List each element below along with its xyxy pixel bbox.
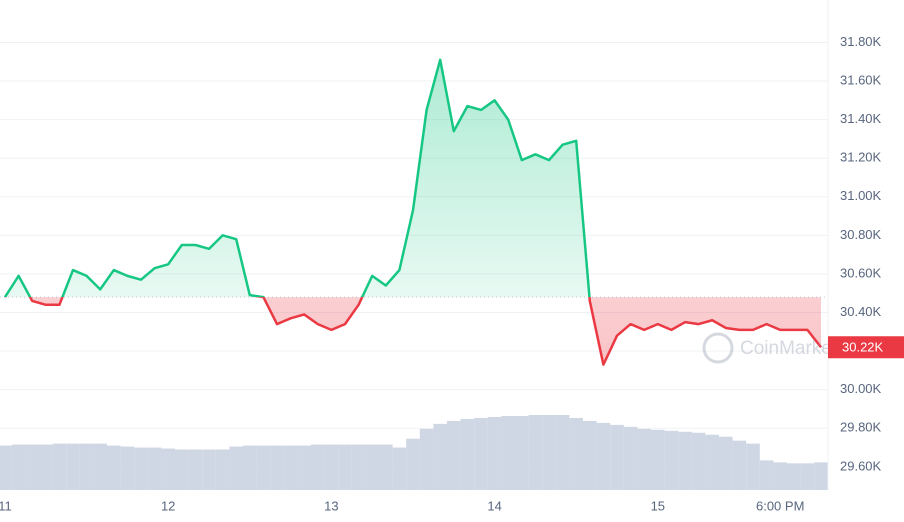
volume-bar [243,445,257,490]
volume-bar [542,415,556,490]
volume-bar [759,460,774,490]
volume-bar [651,429,665,490]
volume-bar [79,443,94,490]
y-tick-label: 30.40K [840,304,882,319]
volume-bar [515,415,529,490]
y-tick-label: 30.60K [840,265,882,280]
volume-bar [623,426,638,490]
volume-bar [406,438,420,490]
volume-bar [447,420,461,490]
y-tick-label: 31.60K [840,72,882,87]
y-tick-label: 31.80K [840,34,882,49]
volume-bar [202,449,216,490]
volume-bar [719,436,733,490]
volume-bar [93,443,107,490]
volume-bar [379,444,393,490]
volume-bar [419,428,434,490]
volume-bar [732,440,747,490]
volume-bar [487,416,502,490]
volume-bar [39,444,53,490]
volume-bar [501,415,515,490]
area-above [5,59,590,298]
area-below [5,297,821,365]
volume-bar [25,444,39,490]
volume-bar [134,447,148,490]
volume-bar [787,463,801,490]
volume-bar [705,434,719,490]
volume-bar [528,415,543,490]
volume-bar [351,444,366,490]
volume-bar [433,423,447,490]
y-tick-label: 30.00K [840,381,882,396]
volume-bar [161,448,175,490]
y-tick-label: 30.80K [840,227,882,242]
volume-bar [147,447,162,490]
volume-bar [800,463,815,490]
volume-bar [270,445,284,490]
x-tick-label: 15 [651,498,665,513]
volume-bar [583,420,597,490]
volume-bar [256,445,271,490]
y-tick-label: 31.00K [840,188,882,203]
line-below [4,297,822,366]
volume-bar [120,446,135,490]
volume-bar [107,445,121,490]
price-tag-label: 30.22K [842,340,884,355]
volume-bar [338,444,352,490]
x-tick-label: 12 [161,498,175,513]
volume-bar [460,418,475,490]
volume-bar [229,446,243,490]
volume-bar [283,445,298,490]
x-tick-label: 14 [487,498,501,513]
y-tick-label: 29.80K [840,420,882,435]
price-tag [828,336,904,359]
volume-bar [324,444,339,490]
volume-bar [746,443,760,490]
volume-bar [474,417,488,490]
volume-bar [392,447,407,490]
volume-bar [596,422,611,490]
volume-bar [11,444,26,490]
volume-bar [691,432,706,490]
x-tick-label: 11 [0,498,12,513]
volume-bar [610,424,624,490]
volume-bar [52,443,67,490]
volume-bar [66,443,80,490]
volume-bar [297,445,311,490]
volume-bar [569,417,583,490]
volume-bar [814,462,828,490]
volume-bar [365,444,379,490]
y-tick-label: 31.20K [840,150,882,165]
y-tick-label: 31.40K [840,111,882,126]
volume-bar [175,449,189,490]
volume-bar [311,444,325,490]
volume-bar [678,431,692,490]
line-above [3,58,591,298]
volume-bar [773,462,787,490]
volume-bar [215,449,230,490]
x-tick-label: 13 [324,498,338,513]
x-tick-label: 6:00 PM [756,498,804,513]
volume-bar [0,445,12,490]
volume-bar [664,430,679,490]
volume-bar [555,415,570,490]
y-tick-label: 29.60K [840,458,882,473]
volume-bar [188,449,203,490]
volume-bar [637,428,651,490]
